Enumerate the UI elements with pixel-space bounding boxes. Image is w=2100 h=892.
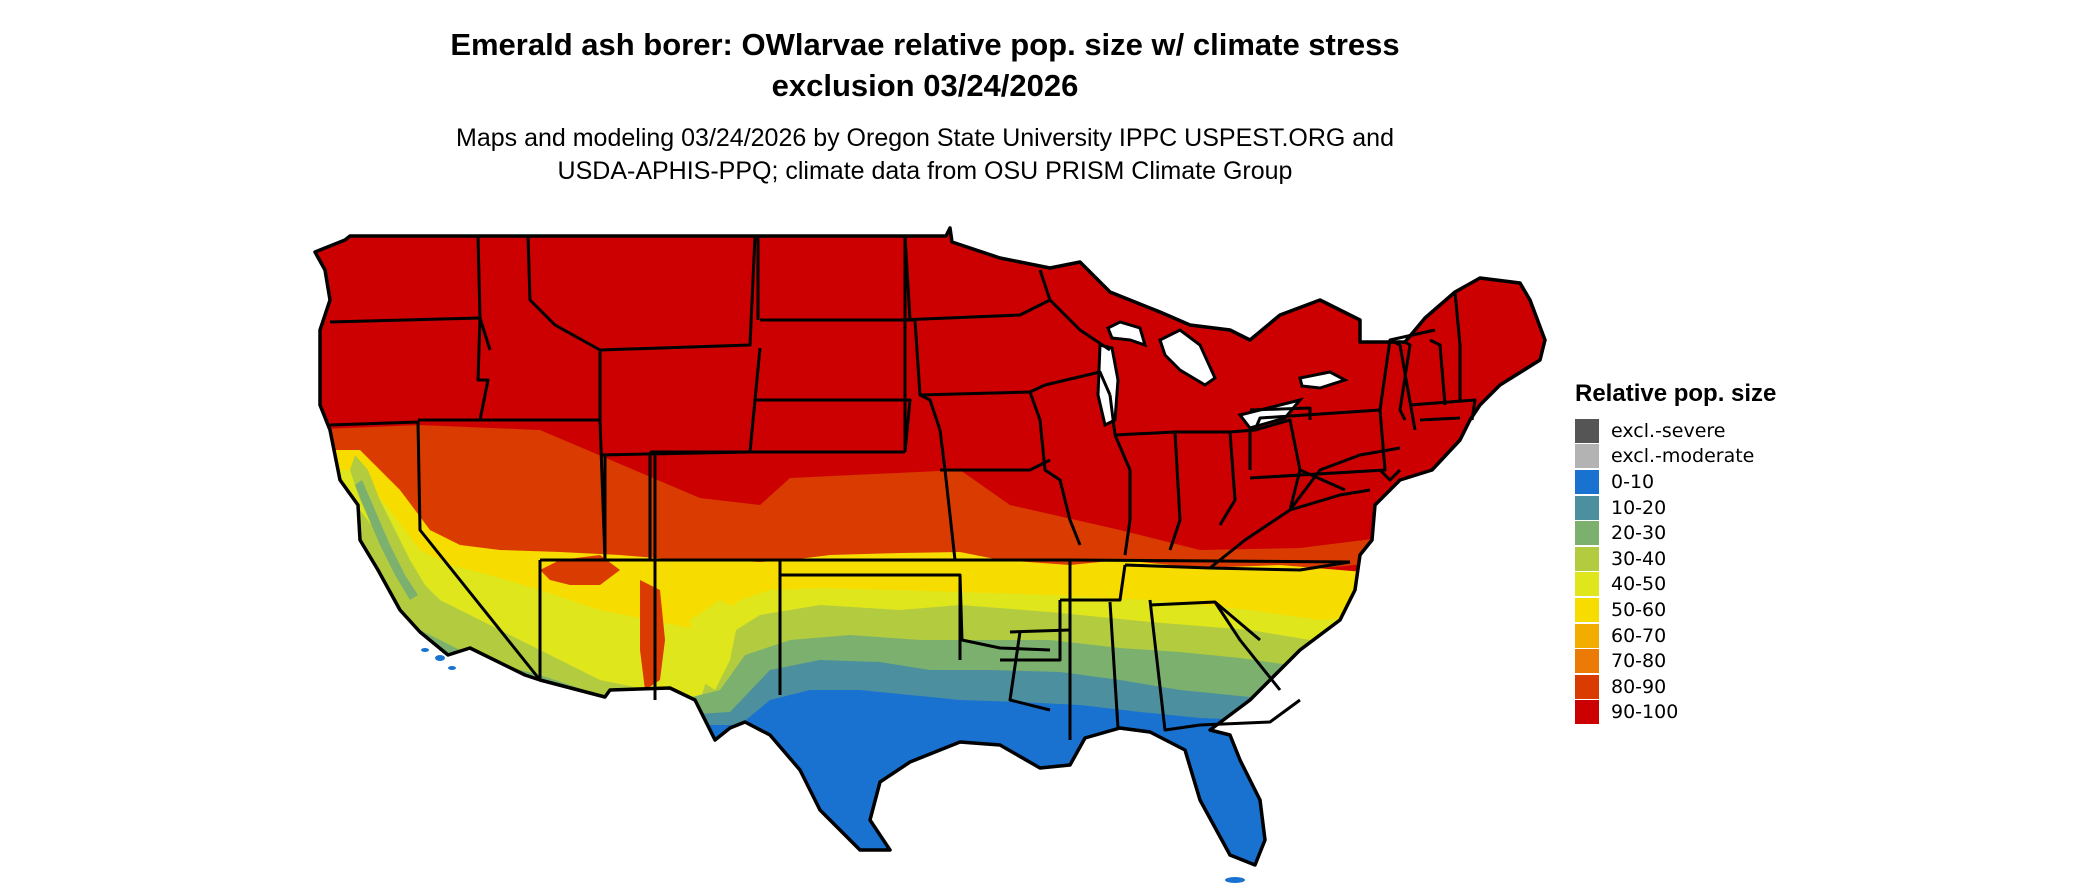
map-subtitle-line2: USDA-APHIS-PPQ; climate data from OSU PR… [557, 157, 1293, 185]
legend-swatch [1575, 649, 1599, 674]
legend-item: excl.-moderate [1575, 444, 1776, 470]
map-subtitle-line1: Maps and modeling 03/24/2026 by Oregon S… [456, 124, 1394, 152]
country-outline [313, 226, 1547, 867]
legend-label: 80-90 [1611, 675, 1667, 698]
map-title-line1: Emerald ash borer: OWlarvae relative pop… [450, 27, 1400, 62]
legend-swatch [1575, 597, 1599, 622]
legend: Relative pop. size excl.-severe excl.-mod… [1575, 380, 1776, 725]
legend-swatch [1575, 546, 1599, 571]
legend-label: 60-70 [1611, 624, 1667, 647]
legend-label: excl.-moderate [1611, 445, 1755, 468]
legend-label: 10-20 [1611, 496, 1667, 519]
legend-swatch [1575, 700, 1599, 725]
legend-label: excl.-severe [1611, 419, 1726, 442]
legend-swatch [1575, 469, 1599, 494]
legend-label: 40-50 [1611, 573, 1667, 596]
legend-item: 80-90 [1575, 674, 1776, 700]
legend-item: 60-70 [1575, 623, 1776, 649]
legend-item: 40-50 [1575, 572, 1776, 598]
legend-label: 50-60 [1611, 598, 1667, 621]
legend-item: 90-100 [1575, 700, 1776, 726]
legend-item: 70-80 [1575, 648, 1776, 674]
legend-item: 10-20 [1575, 495, 1776, 521]
map-title-line2: exclusion 03/24/2026 [771, 68, 1079, 103]
legend-label: 30-40 [1611, 547, 1667, 570]
legend-item: excl.-severe [1575, 418, 1776, 444]
legend-swatch [1575, 572, 1599, 597]
legend-swatch [1575, 495, 1599, 520]
coastal-islands [421, 648, 1245, 883]
legend-item: 50-60 [1575, 597, 1776, 623]
legend-label: 90-100 [1611, 701, 1679, 724]
legend-item: 0-10 [1575, 469, 1776, 495]
legend-title: Relative pop. size [1575, 380, 1777, 407]
legend-label: 0-10 [1611, 470, 1655, 493]
great-lakes [1096, 320, 1349, 430]
legend-swatch [1575, 623, 1599, 648]
legend-items: excl.-severe excl.-moderate 0-10 10-20 20-30… [1575, 418, 1776, 725]
legend-swatch [1575, 674, 1599, 699]
legend-swatch [1575, 521, 1599, 546]
legend-swatch [1575, 418, 1599, 443]
legend-item: 20-30 [1575, 520, 1776, 546]
legend-swatch [1575, 444, 1599, 469]
legend-item: 30-40 [1575, 546, 1776, 572]
legend-label: 20-30 [1611, 522, 1667, 545]
state-borders [329, 235, 1477, 740]
legend-label: 70-80 [1611, 650, 1667, 673]
